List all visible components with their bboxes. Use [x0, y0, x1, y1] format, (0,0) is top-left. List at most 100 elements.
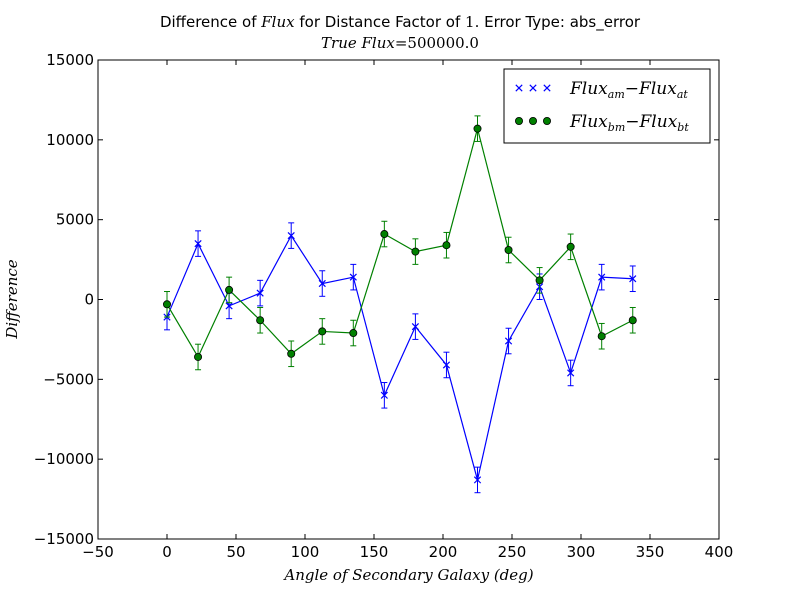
x-tick-label: 0	[162, 543, 172, 561]
legend-x-marker-2	[543, 84, 551, 92]
data-point-s2-6	[349, 329, 358, 338]
legend-frame	[503, 68, 711, 144]
legend-o-marker-0	[515, 117, 524, 126]
legend-1-a: Flux	[569, 79, 608, 99]
data-point-s1-8	[411, 323, 420, 331]
data-point-s1-14	[598, 273, 606, 281]
legend-2-minus: −	[625, 112, 639, 132]
legend-marker-circle-icon	[515, 117, 552, 126]
legend-1-b-sub: at	[677, 88, 689, 101]
data-point-s1-6-stroke-b	[349, 273, 357, 281]
chart-title-middle: for Distance Factor of	[295, 13, 465, 31]
data-point-s1-9-stroke-b	[442, 361, 451, 369]
series-line-1	[166, 234, 633, 481]
y-tick-label: 5000	[56, 211, 94, 229]
data-point-s1-1-stroke-b	[194, 239, 202, 248]
data-point-s2-15	[628, 316, 637, 325]
x-tick-label: 50	[226, 543, 245, 561]
data-point-s1-2	[225, 302, 233, 310]
data-point-s1-7-stroke-b	[380, 391, 388, 399]
y-tick-label: −10000	[34, 450, 94, 468]
data-point-s1-7	[380, 391, 388, 399]
x-tick-label: 400	[705, 543, 734, 561]
data-point-s1-8-stroke-b	[411, 323, 420, 331]
x-tick-label: 100	[291, 543, 320, 561]
data-point-s2-9	[442, 241, 451, 250]
chart-title-suffix: . Error Type: abs_error	[475, 13, 641, 32]
legend-2-a: Flux	[569, 112, 608, 132]
chart-title: Difference of Flux for Distance Factor o…	[160, 13, 641, 32]
y-tick-label: −5000	[43, 370, 94, 388]
data-point-s2-10	[473, 124, 482, 133]
x-tick-label: −50	[82, 543, 114, 561]
data-point-s1-14-stroke-b	[598, 273, 606, 281]
legend-x-marker-1-stroke-b	[529, 84, 537, 92]
data-point-s1-3-stroke-b	[256, 289, 264, 297]
legend-x-marker-1	[529, 84, 537, 92]
chart-title-prefix: Difference of	[160, 13, 261, 31]
data-point-s1-5	[318, 279, 326, 288]
data-point-s1-15-stroke-b	[629, 275, 637, 283]
series-line-2	[166, 126, 634, 359]
legend-entry-series-2: Fluxbm−Fluxbt	[515, 112, 689, 134]
x-tick-label: 200	[429, 543, 458, 561]
data-point-s1-4	[287, 232, 295, 240]
x-tick-label: 300	[567, 543, 596, 561]
y-tick-label: 10000	[46, 131, 94, 149]
y-tick-label: −15000	[34, 530, 94, 548]
chart-subtitle-label: True Flux	[321, 34, 395, 52]
data-point-s1-1	[194, 239, 202, 248]
x-axis-label: Angle of Secondary Galaxy (deg)	[282, 566, 533, 584]
x-tick-label: 350	[636, 543, 665, 561]
legend-1-b: Flux	[638, 79, 677, 99]
axes: −50 0 50 100 150 200 250 300 350 400−15000−10000−…	[34, 51, 734, 561]
chart-title-flux: Flux	[260, 13, 295, 31]
legend-1-minus: −	[625, 79, 639, 99]
legend-2-a-sub: bm	[608, 121, 625, 134]
legend-label-series-2: Fluxbm−Fluxbt	[569, 112, 689, 134]
data-point-s1-4-stroke-b	[287, 232, 295, 240]
legend-o-marker-1	[529, 117, 538, 126]
data-point-s1-10-stroke-b	[473, 476, 482, 484]
legend-1-a-sub: am	[608, 88, 625, 101]
data-point-s1-6	[349, 273, 357, 281]
data-point-s1-13	[567, 369, 575, 377]
y-tick-label: 0	[84, 291, 94, 309]
data-point-s2-8	[411, 247, 420, 256]
chart-subtitle-value: 500000.0	[407, 34, 479, 52]
plot-area	[162, 115, 637, 494]
data-point-s2-11	[504, 246, 513, 255]
data-point-s2-4	[287, 349, 296, 358]
data-point-s2-13	[566, 242, 575, 251]
data-point-s1-3	[256, 289, 264, 297]
data-point-s2-3	[256, 316, 265, 325]
data-point-s1-5-stroke-b	[318, 279, 326, 288]
legend-x-marker-0-stroke-b	[515, 84, 523, 92]
x-tick-label: 250	[498, 543, 527, 561]
legend-o-marker-2	[543, 117, 552, 126]
data-point-s2-5	[318, 327, 327, 336]
data-point-s1-2-stroke-b	[225, 302, 233, 310]
data-point-s2-2	[225, 285, 234, 294]
legend: Fluxam−Fluxat Fluxbm−Fluxbt	[503, 68, 711, 144]
legend-marker-x-icon	[515, 84, 551, 92]
data-point-s2-1	[194, 352, 203, 361]
chart-title-factor: 1	[465, 13, 475, 31]
legend-2-b-sub: bt	[677, 121, 689, 134]
data-point-s2-7	[380, 230, 389, 239]
legend-x-marker-0	[515, 84, 523, 92]
data-point-s2-0	[162, 300, 171, 309]
y-axis-label: Difference	[3, 259, 21, 339]
chart-subtitle: True Flux=500000.0	[321, 34, 479, 52]
data-point-s1-13-stroke-b	[567, 369, 575, 377]
data-point-s1-11	[504, 337, 513, 345]
chart-subtitle-eq: =	[395, 34, 408, 52]
data-point-s1-10	[473, 476, 482, 484]
data-point-s1-9	[442, 361, 451, 369]
legend-2-b: Flux	[639, 112, 678, 132]
data-point-s2-14	[597, 332, 606, 341]
x-tick-label: 150	[360, 543, 389, 561]
data-point-s1-11-stroke-b	[504, 337, 513, 345]
data-point-s2-12	[535, 276, 544, 285]
